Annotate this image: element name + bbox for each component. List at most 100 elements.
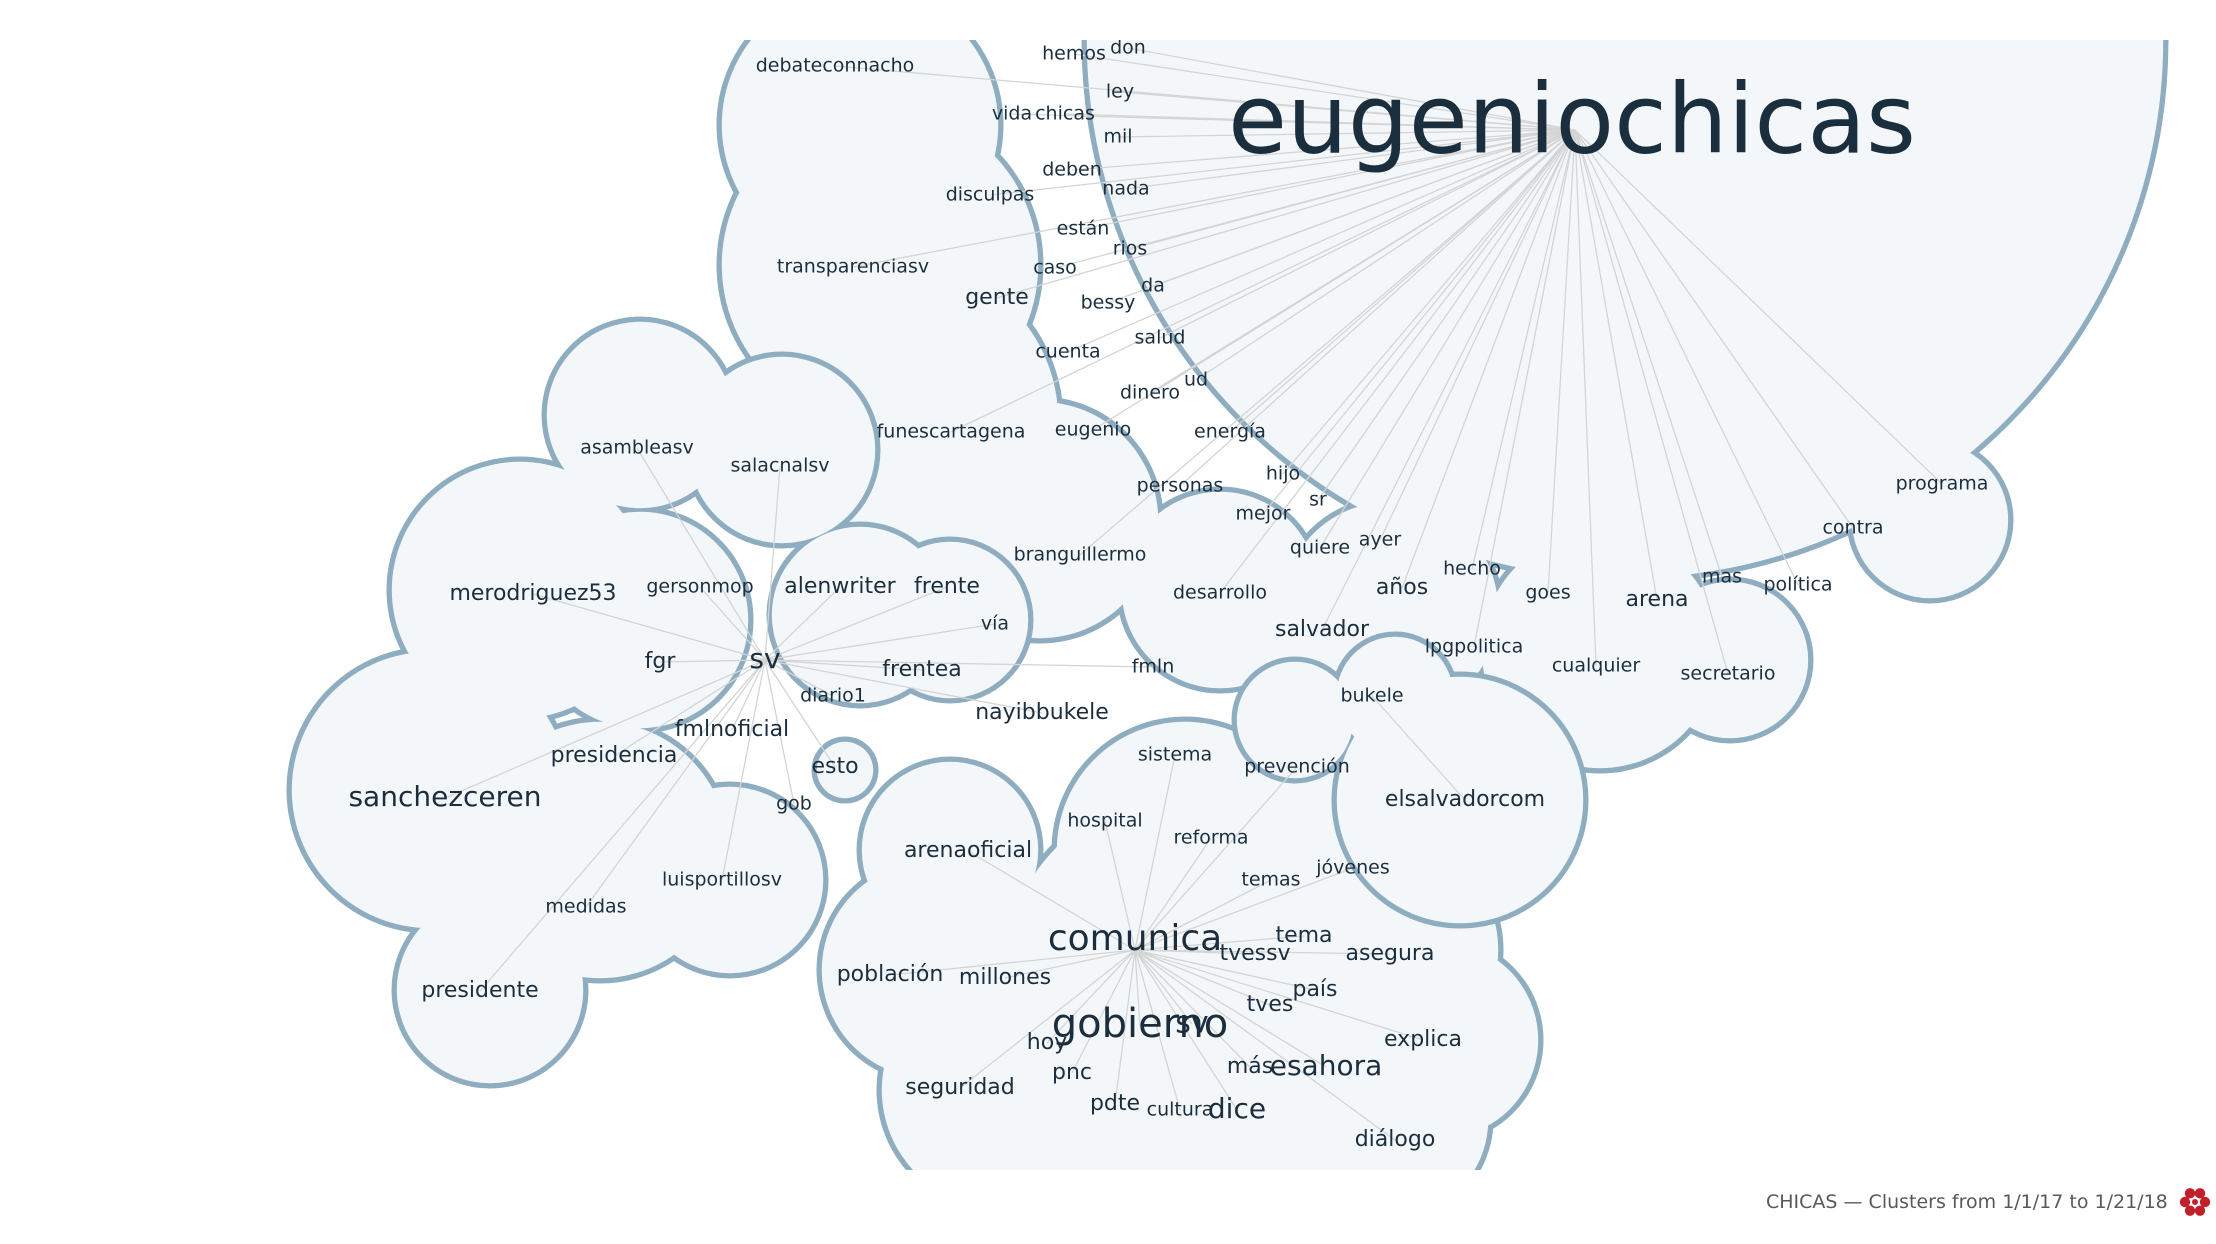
word-label-arena: arena <box>1625 587 1688 612</box>
edge-eugeniochicas-goes <box>1547 129 1576 594</box>
word-label-gente: gente <box>965 285 1029 310</box>
edge-sv-asambleasv <box>636 447 766 661</box>
edge-sv-fmlnoficial <box>731 659 766 731</box>
word-label-vía: vía <box>981 613 1009 635</box>
word-label-eugenio: eugenio <box>1055 419 1131 441</box>
word-label-asegura: asegura <box>1346 941 1435 966</box>
edge-eugeniochicas-transparenciasv <box>852 129 1576 268</box>
word-label-eugeniochicas: eugeniochicas <box>1228 63 1916 175</box>
edge-sv-presidente <box>479 659 766 992</box>
word-label-ud: ud <box>1184 369 1208 391</box>
word-label-gersonmop: gersonmop <box>646 576 753 598</box>
edge-comunica-millones <box>1004 949 1136 979</box>
word-label-dice: dice <box>1208 1092 1266 1125</box>
edge-eugeniochicas-mil <box>1117 129 1576 138</box>
edge-sv-fgr <box>659 659 766 663</box>
word-label-salacnalsv: salacnalsv <box>730 455 829 477</box>
word-label-disculpas: disculpas <box>946 184 1035 206</box>
edge-eugeniochicas-cualquier <box>1574 129 1597 667</box>
word-label-medidas: medidas <box>545 896 626 918</box>
word-label-frente: frente <box>914 574 980 599</box>
word-label-rios: rios <box>1113 238 1148 260</box>
edge-eugeniochicas-salvador <box>1321 129 1576 631</box>
word-label-personas: personas <box>1137 475 1224 497</box>
logo-petal <box>2179 1196 2190 1208</box>
word-label-sanchezceren: sanchezceren <box>348 780 541 813</box>
edge-eugeniochicas-sr <box>1317 129 1576 501</box>
word-label-bukele: bukele <box>1340 685 1403 707</box>
edge-sv-frente <box>764 586 948 661</box>
edge-comunica-pnc <box>1071 949 1136 1074</box>
edge-eugeniochicas-desarrollo <box>1219 129 1576 594</box>
edge-comunica-seguridad <box>959 949 1136 1089</box>
word-label-alenwriter: alenwriter <box>784 574 896 599</box>
edge-eugeniochicas-cuenta <box>1067 129 1576 353</box>
edge-comunica-hoy <box>1046 949 1136 1044</box>
word-label-contra: contra <box>1822 517 1883 539</box>
word-label-pdte: pdte <box>1090 1091 1140 1116</box>
word-label-diálogo: diálogo <box>1355 1127 1436 1152</box>
word-label-años: años <box>1376 575 1428 600</box>
logo-petal <box>2184 1205 2195 1216</box>
word-label-hoy: hoy <box>1027 1030 1067 1055</box>
word-label-frentea: frentea <box>882 657 961 682</box>
word-label-población: población <box>837 962 944 987</box>
edge-comunica-reforma <box>1134 837 1212 951</box>
edge-comunica-gobierno <box>1134 949 1141 1027</box>
edge-eugeniochicas-energía <box>1229 129 1576 433</box>
edge-eugeniochicas-personas <box>1179 129 1576 487</box>
word-label-nada: nada <box>1102 178 1149 200</box>
edge-sv-nayibbukele <box>764 659 1043 714</box>
edge-eugeniochicas-bessy <box>1107 129 1576 304</box>
word-label-gob: gob <box>776 793 812 815</box>
edge-comunica-más <box>1134 949 1251 1068</box>
edge-comunica-arenaoficial <box>967 850 1136 951</box>
word-label-país: país <box>1292 977 1337 1002</box>
word-label-merodriguez53: merodriguez53 <box>449 581 616 606</box>
word-label-luisportillosv: luisportillosv <box>662 869 782 891</box>
word-label-programa: programa <box>1896 473 1989 495</box>
word-label-nayibbukele: nayibbukele <box>975 700 1109 725</box>
word-label-hospital: hospital <box>1067 810 1142 832</box>
edge-eugeniochicas-chicas <box>1064 113 1576 131</box>
edge-sv-presidencia <box>613 659 766 757</box>
word-label-lpgpolitica: lpgpolitica <box>1425 636 1523 658</box>
edge-sv-gob <box>764 659 795 805</box>
word-label-elsalvadorcom: elsalvadorcom <box>1385 787 1545 812</box>
logo-petal <box>2194 1205 2205 1216</box>
edge-sv-diario1 <box>764 659 834 697</box>
edge-sv-fmln <box>764 659 1154 668</box>
logo-petal <box>2194 1188 2205 1199</box>
word-label-quiere: quiere <box>1290 537 1350 559</box>
word-label-explica: explica <box>1384 1027 1462 1052</box>
edge-comunica-población <box>889 949 1136 976</box>
edge-eugeniochicas-ayer <box>1379 129 1576 541</box>
word-label-ley: ley <box>1106 81 1134 103</box>
edge-eugeniochicas-nada <box>1125 129 1576 190</box>
word-label-caso: caso <box>1033 257 1077 279</box>
word-label-sv: sv <box>749 642 780 675</box>
cluster-fill-bukele <box>1236 636 1584 924</box>
word-label-don: don <box>1110 37 1146 59</box>
word-label-mil: mil <box>1103 126 1132 148</box>
edge-sv-alenwriter <box>764 586 841 661</box>
edge-eugeniochicas-disculpas <box>989 129 1576 196</box>
edge-comunica-sv <box>1134 949 1193 1025</box>
word-label-transparenciasv: transparenciasv <box>777 256 929 278</box>
word-label-mejor: mejor <box>1236 503 1291 525</box>
edge-eugeniochicas-secretario <box>1574 129 1729 675</box>
word-label-goes: goes <box>1525 582 1570 604</box>
word-label-cualquier: cualquier <box>1552 655 1640 677</box>
word-label-fmln: fmln <box>1132 656 1175 678</box>
edge-comunica-tema <box>1134 935 1305 951</box>
edge-eugeniochicas-caso <box>1054 129 1576 269</box>
word-label-cuenta: cuenta <box>1035 341 1100 363</box>
edge-sv-merodriguez53 <box>532 593 766 661</box>
word-label-prevención: prevención <box>1244 756 1350 778</box>
edge-comunica-dice <box>1134 949 1238 1111</box>
edge-eugeniochicas-mas <box>1574 129 1723 578</box>
word-label-tves: tves <box>1247 992 1294 1017</box>
word-label-hijo: hijo <box>1266 463 1300 485</box>
word-label-temas: temas <box>1241 869 1300 891</box>
word-label-están: están <box>1057 218 1110 240</box>
